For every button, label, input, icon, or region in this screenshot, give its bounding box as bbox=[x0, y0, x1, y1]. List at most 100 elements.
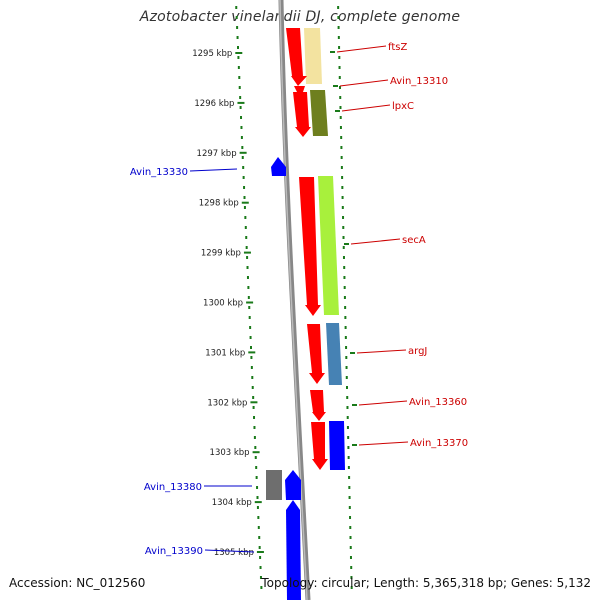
right-track-dot bbox=[350, 576, 353, 579]
tick-label: 1302 kbp bbox=[207, 398, 247, 408]
right-track-dot bbox=[339, 96, 342, 99]
cog-features bbox=[304, 28, 345, 470]
left-track-dot bbox=[246, 256, 249, 259]
right-track-dot bbox=[343, 296, 346, 299]
right-track-dot bbox=[347, 446, 350, 449]
right-track-dot bbox=[350, 586, 353, 589]
tick-label: 1300 kbp bbox=[203, 299, 243, 309]
left-track-dot bbox=[238, 76, 241, 79]
left-track-dot bbox=[250, 356, 253, 359]
gene-label-right[interactable]: Avin_13360 bbox=[409, 397, 467, 408]
left-track-dot bbox=[253, 426, 256, 429]
cds-avin13390-arrow bbox=[286, 500, 301, 600]
left-track-dot bbox=[257, 526, 260, 529]
left-track-dot bbox=[237, 66, 240, 69]
right-track-dot bbox=[342, 226, 345, 229]
right-track-dot bbox=[349, 536, 352, 539]
right-track-dot bbox=[346, 396, 349, 399]
gene-label-right[interactable]: Avin_13310 bbox=[390, 76, 448, 87]
tick-labels: 1295 kbp 1296 kbp 1297 kbp 1298 kbp 1299 kbp… bbox=[192, 49, 264, 558]
left-track-dot bbox=[249, 336, 252, 339]
map-title: Azotobacter vinelandii DJ, complete geno… bbox=[139, 9, 461, 25]
cds-ftsz-arrow bbox=[286, 28, 307, 86]
left-track-dot bbox=[253, 416, 256, 419]
left-track-dot bbox=[245, 236, 248, 239]
left-track-dot bbox=[240, 126, 243, 129]
cds-avin13380-arrow bbox=[285, 470, 301, 500]
cds-avin13370-arrow bbox=[311, 422, 328, 470]
left-track-dot bbox=[240, 136, 243, 139]
right-track-dot bbox=[337, 6, 340, 9]
right-track-dot bbox=[346, 416, 349, 419]
gene-label-left[interactable]: Avin_13390 bbox=[145, 546, 203, 557]
genome-backbone bbox=[278, 0, 311, 600]
gene-label-right[interactable]: lpxC bbox=[392, 101, 414, 112]
left-track-dot bbox=[259, 556, 262, 559]
right-track-dot bbox=[341, 206, 344, 209]
gene-label-right[interactable]: secA bbox=[402, 235, 426, 246]
cog-avin13370-feature bbox=[329, 421, 345, 470]
right-track-dot bbox=[337, 36, 340, 39]
gene-label-left[interactable]: Avin_13330 bbox=[130, 167, 188, 178]
gene-label-right[interactable]: ftsZ bbox=[388, 42, 407, 53]
left-track-dot bbox=[256, 506, 259, 509]
right-track-dot bbox=[339, 116, 342, 119]
left-track-dot bbox=[256, 486, 259, 489]
left-track-dot bbox=[241, 146, 244, 149]
left-track-dot bbox=[251, 386, 254, 389]
tick-label: 1297 kbp bbox=[197, 149, 237, 159]
left-track-dot bbox=[250, 366, 253, 369]
cds-avin13360-arrow bbox=[310, 390, 326, 421]
left-track-dot bbox=[243, 196, 246, 199]
right-track-dot bbox=[344, 306, 347, 309]
right-track-dot bbox=[349, 556, 352, 559]
cog-ftsz-feature bbox=[304, 28, 322, 84]
left-track-dot bbox=[244, 226, 247, 229]
left-track-dot bbox=[257, 516, 260, 519]
right-track-dot bbox=[340, 166, 343, 169]
gene-label-right[interactable]: Avin_13370 bbox=[410, 438, 468, 449]
left-track-dot bbox=[236, 46, 239, 49]
left-track-dot bbox=[246, 266, 249, 269]
left-track-dot bbox=[259, 566, 262, 569]
left-track-dot bbox=[254, 446, 257, 449]
tick-label: 1298 kbp bbox=[199, 199, 239, 209]
right-track-dot bbox=[343, 266, 346, 269]
right-track-dot bbox=[338, 46, 341, 49]
left-track-dot bbox=[248, 316, 251, 319]
left-track-dot bbox=[259, 576, 262, 579]
left-track-dot bbox=[258, 546, 261, 549]
left-track-dot bbox=[255, 466, 258, 469]
right-track-dot bbox=[348, 506, 351, 509]
callout-line bbox=[358, 400, 408, 406]
right-track-dot bbox=[348, 486, 351, 489]
callout-line bbox=[204, 549, 255, 553]
right-track-dot bbox=[349, 546, 352, 549]
right-track-dot bbox=[337, 26, 340, 29]
right-track-dot bbox=[344, 316, 347, 319]
right-track-dot bbox=[349, 516, 352, 519]
left-track-dot bbox=[243, 206, 246, 209]
right-track-dot bbox=[337, 16, 340, 19]
right-track-dot bbox=[347, 466, 350, 469]
gene-label-left[interactable]: Avin_13380 bbox=[144, 482, 202, 493]
callout-line bbox=[350, 238, 401, 245]
cds-lpxc-arrow bbox=[293, 92, 311, 137]
left-track-dot bbox=[249, 326, 252, 329]
left-track-dot bbox=[252, 406, 255, 409]
cds-avin13310-arrow bbox=[294, 86, 305, 92]
left-track-dot bbox=[239, 96, 242, 99]
tick-label: 1305 kbp bbox=[214, 548, 254, 558]
right-track-dot bbox=[345, 356, 348, 359]
right-track-dot bbox=[347, 456, 350, 459]
left-track-dot bbox=[255, 476, 258, 479]
left-track-dot bbox=[251, 376, 254, 379]
cds-argj-arrow bbox=[307, 324, 325, 384]
right-track-dot bbox=[344, 336, 347, 339]
reverse-cds bbox=[266, 157, 301, 600]
cog-seca-feature bbox=[318, 176, 339, 315]
right-track-dot bbox=[345, 366, 348, 369]
left-track-dot bbox=[249, 346, 252, 349]
gene-label-right[interactable]: argJ bbox=[408, 346, 427, 357]
tick-label: 1296 kbp bbox=[194, 99, 234, 109]
